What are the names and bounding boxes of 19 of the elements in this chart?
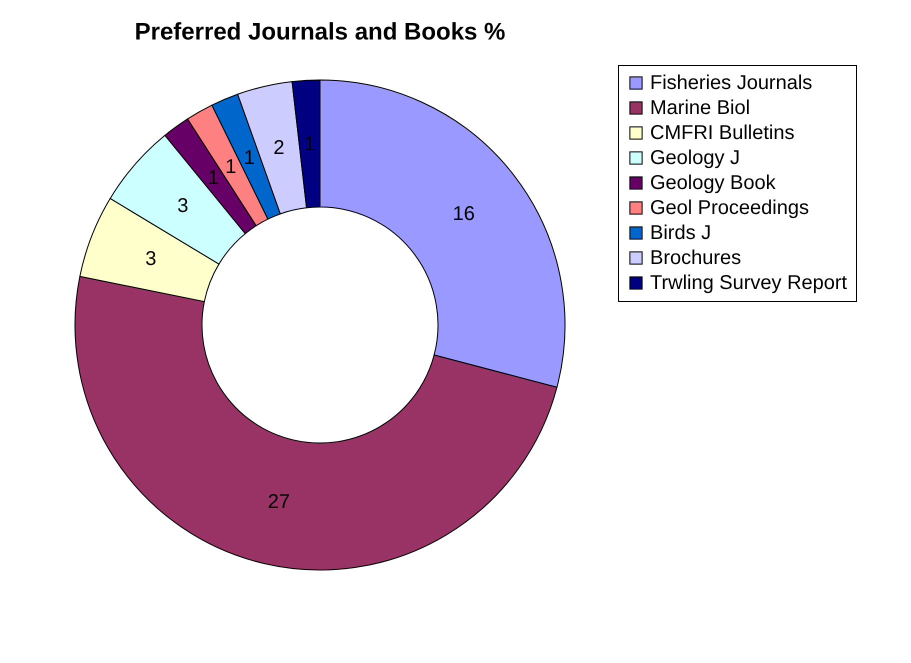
legend-label: Marine Biol <box>650 97 750 119</box>
data-label: 3 <box>177 195 188 218</box>
data-label: 1 <box>244 146 255 169</box>
data-label: 1 <box>304 132 316 155</box>
legend-label: Geology J <box>650 147 740 169</box>
legend-label: Birds J <box>650 222 712 244</box>
data-label: 1 <box>208 167 219 190</box>
legend-label: CMFRI Bulletins <box>650 122 794 144</box>
legend-label: Brochures <box>650 247 742 269</box>
data-label: 27 <box>268 490 290 513</box>
legend-label: Fisheries Journals <box>650 72 812 94</box>
data-label: 1 <box>225 156 236 178</box>
chart-title: Preferred Journals and Books % <box>134 18 506 46</box>
data-label: 3 <box>145 248 156 270</box>
data-label: 2 <box>273 137 284 160</box>
legend-label: Geology Book <box>650 172 777 194</box>
data-label: 16 <box>452 203 475 226</box>
legend-label: Geol Proceedings <box>650 197 809 219</box>
legend-label: Trwling Survey Report <box>650 272 848 294</box>
